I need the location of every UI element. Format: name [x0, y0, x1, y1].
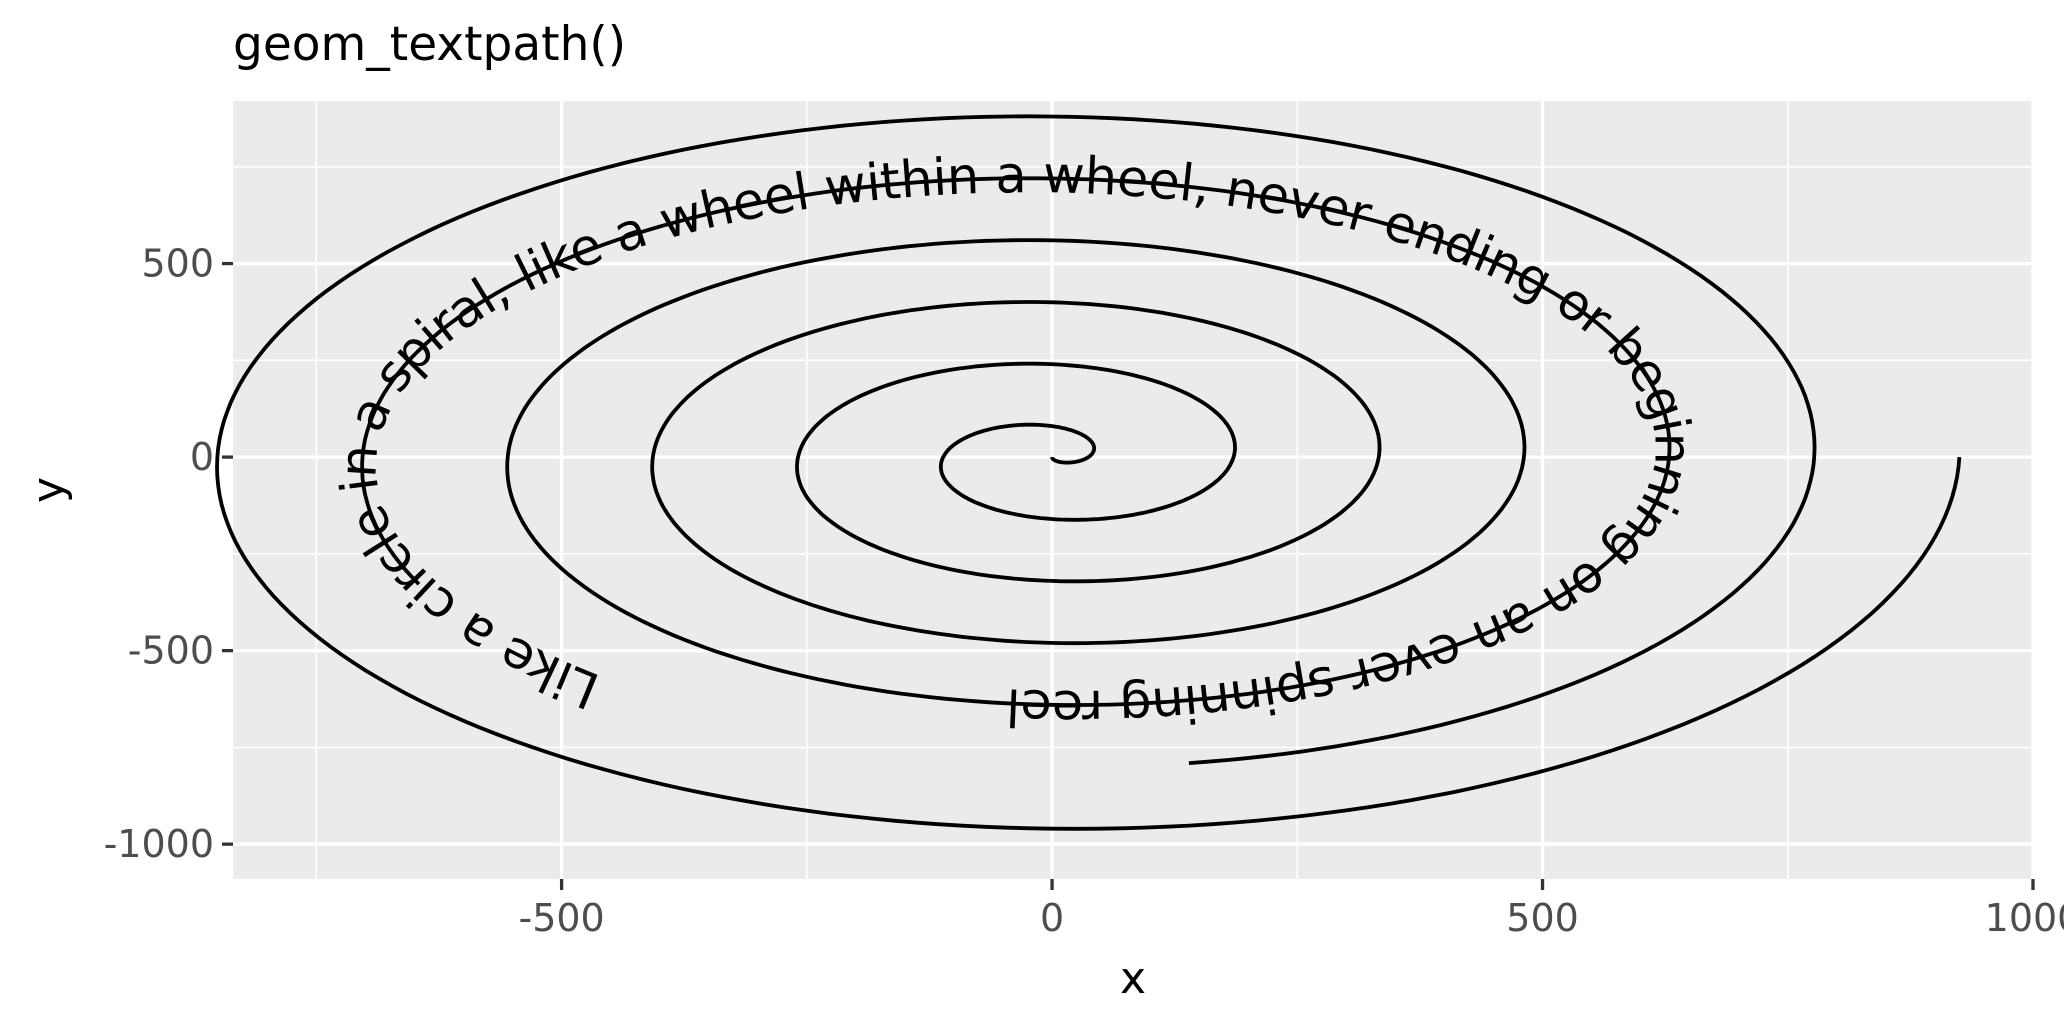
- x-tick-label: 500: [1506, 896, 1579, 940]
- x-tick-label: -500: [518, 896, 604, 940]
- y-tick-label: -1000: [104, 822, 214, 866]
- x-axis: -500 0 500 1000: [518, 879, 2064, 940]
- x-tick-label: 1000: [1985, 896, 2064, 940]
- y-tick-label: 500: [141, 242, 214, 286]
- spiral-line: [215, 114, 1962, 831]
- chart-title: geom_textpath(): [233, 17, 626, 72]
- plot-panel: [233, 101, 2033, 879]
- y-tick-label: 0: [190, 435, 214, 479]
- y-axis-title: y: [23, 477, 74, 503]
- x-axis-title: x: [1120, 953, 1146, 1004]
- y-tick-label: -500: [128, 629, 214, 673]
- major-gridlines: [233, 101, 2035, 879]
- y-axis: -1000 -500 0 500: [104, 242, 233, 866]
- x-tick-label: 0: [1040, 896, 1064, 940]
